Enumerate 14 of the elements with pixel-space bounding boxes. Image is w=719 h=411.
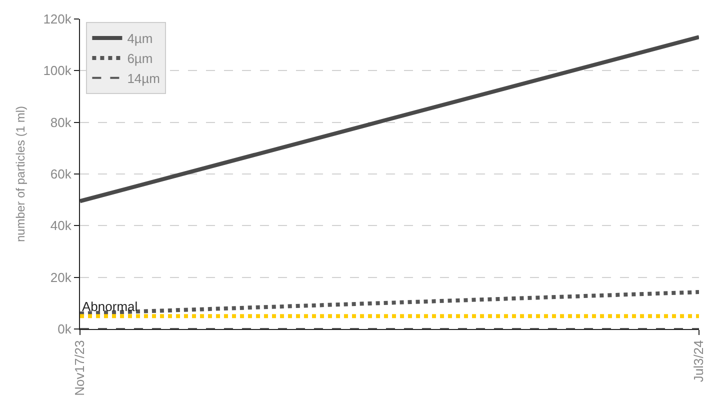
y-tick-label: 120k bbox=[43, 12, 72, 27]
y-tick-label: 100k bbox=[43, 63, 72, 78]
y-tick-label: 40k bbox=[50, 218, 72, 234]
y-tick-label: 60k bbox=[50, 166, 72, 182]
x-tick-label: Jul3/24 bbox=[691, 340, 706, 382]
legend-label: 14µm bbox=[127, 70, 160, 86]
x-tick-label: Nov17/23 bbox=[72, 340, 88, 396]
y-tick-label: 20k bbox=[50, 270, 72, 285]
ref-line-label: Abnormal bbox=[82, 299, 138, 314]
y-tick-label: 0k bbox=[58, 322, 72, 337]
y-tick-label: 80k bbox=[50, 114, 72, 130]
y-axis-title: number of particles (1 ml) bbox=[13, 106, 28, 242]
legend-label: 6µm bbox=[127, 51, 153, 66]
legend-label: 4µm bbox=[127, 31, 153, 46]
